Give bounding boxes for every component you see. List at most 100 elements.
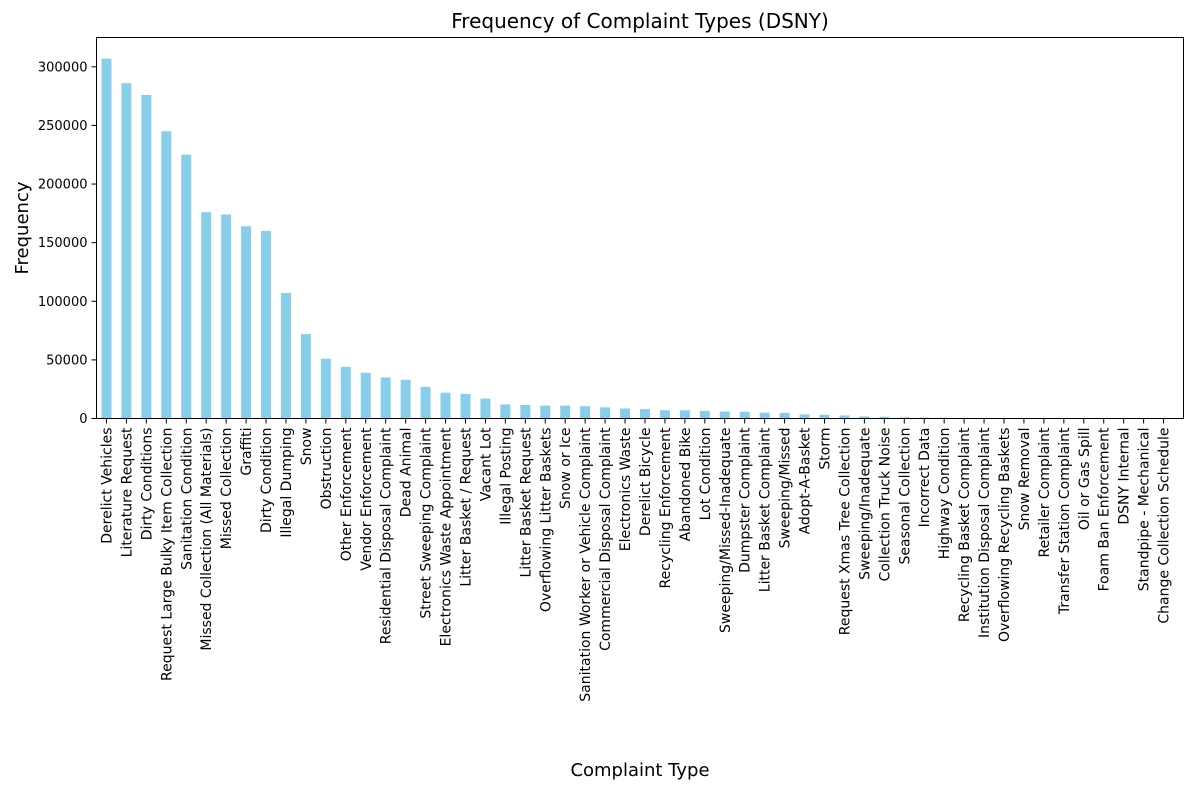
x-tick-label: Litter Basket Request bbox=[518, 427, 534, 578]
bar bbox=[580, 406, 591, 419]
bar bbox=[879, 416, 890, 419]
bar bbox=[859, 416, 870, 419]
y-tick-label: 50000 bbox=[46, 353, 87, 368]
x-tick-label: Electronics Waste bbox=[618, 428, 634, 552]
bar bbox=[380, 377, 391, 419]
x-tick-label: Sanitation Condition bbox=[179, 428, 195, 570]
bar bbox=[241, 226, 252, 419]
x-axis-label: Complaint Type bbox=[570, 760, 709, 781]
x-tick-label: Dumpster Complaint bbox=[738, 427, 754, 573]
x-tick-label: Overflowing Litter Baskets bbox=[538, 428, 554, 613]
x-tick-label: Other Enforcement bbox=[339, 427, 355, 561]
x-tick-label: Dirty Conditions bbox=[139, 428, 155, 541]
y-axis-ticks: 0 50000 100000 150000 200000 250000 300000 bbox=[38, 60, 97, 427]
x-tick-label: Litter Basket Complaint bbox=[758, 427, 774, 592]
x-tick-label: Highway Condition bbox=[937, 428, 953, 560]
bar bbox=[540, 405, 551, 419]
bar bbox=[440, 392, 451, 419]
bar bbox=[221, 214, 232, 419]
x-tick-label: Retailer Complaint bbox=[1037, 427, 1053, 557]
bar bbox=[141, 94, 152, 419]
x-tick-label: Litter Basket / Request bbox=[458, 427, 474, 587]
x-tick-label: Abandoned Bike bbox=[678, 428, 694, 542]
bar bbox=[400, 379, 411, 419]
x-tick-label: Recycling Basket Complaint bbox=[957, 427, 973, 622]
bar bbox=[679, 410, 690, 419]
x-tick-label: Standpipe - Mechanical bbox=[1137, 428, 1153, 592]
x-tick-label: Missed Collection bbox=[219, 428, 235, 550]
bar bbox=[261, 230, 272, 419]
x-tick-label: Dirty Condition bbox=[259, 428, 275, 533]
bar bbox=[181, 154, 192, 419]
bar bbox=[121, 83, 132, 419]
bar bbox=[320, 358, 331, 419]
y-tick-label: 250000 bbox=[38, 119, 88, 134]
bars bbox=[101, 58, 1169, 419]
y-tick-label: 100000 bbox=[38, 295, 88, 310]
x-tick-label: Literature Request bbox=[119, 427, 135, 557]
x-tick-label: Institution Disposal Complaint bbox=[977, 427, 993, 638]
bar bbox=[340, 366, 351, 419]
x-tick-label: Request Large Bulky Item Collection bbox=[159, 428, 175, 681]
y-tick-label: 150000 bbox=[38, 236, 88, 251]
bar bbox=[460, 393, 471, 419]
x-tick-label: Collection Truck Noise bbox=[877, 428, 893, 582]
x-tick-label: Electronics Waste Appointment bbox=[439, 427, 455, 646]
bar bbox=[779, 412, 790, 419]
bar bbox=[201, 212, 212, 419]
x-tick-label: Sweeping/Inadequate bbox=[857, 428, 873, 580]
bar bbox=[520, 405, 531, 419]
x-axis-ticks: Derelict Vehicles Literature Request Dirty… bbox=[99, 418, 1173, 702]
y-tick-label: 0 bbox=[79, 412, 87, 427]
x-tick-label: Derelict Bicycle bbox=[638, 428, 654, 537]
x-tick-label: Transfer Station Complaint bbox=[1057, 427, 1073, 615]
y-tick-label: 200000 bbox=[38, 178, 88, 193]
x-tick-label: Adopt-A-Basket bbox=[798, 427, 814, 534]
x-tick-label: Street Sweeping Complaint bbox=[419, 427, 435, 619]
bar bbox=[300, 334, 311, 419]
x-tick-label: Snow bbox=[299, 428, 315, 466]
bar bbox=[600, 407, 611, 419]
bar bbox=[819, 414, 830, 419]
x-tick-label: Obstruction bbox=[319, 428, 335, 510]
x-tick-label: Storm bbox=[817, 428, 833, 470]
x-tick-label: Oil or Gas Spill bbox=[1077, 428, 1093, 531]
x-tick-label: Seasonal Collection bbox=[897, 428, 913, 565]
bar bbox=[839, 415, 850, 419]
x-tick-label: Foam Ban Enforcement bbox=[1097, 427, 1113, 591]
bar bbox=[360, 372, 371, 419]
bar bbox=[799, 414, 810, 419]
x-tick-label: Missed Collection (All Materials) bbox=[199, 428, 215, 651]
bar bbox=[899, 417, 910, 419]
x-tick-label: Dead Animal bbox=[399, 428, 415, 518]
x-tick-label: Recycling Enforcement bbox=[658, 427, 674, 588]
y-tick-label: 300000 bbox=[38, 60, 88, 75]
bar bbox=[659, 410, 670, 419]
bar bbox=[699, 410, 710, 419]
x-tick-label: Vacant Lot bbox=[478, 427, 494, 501]
bar bbox=[759, 412, 770, 419]
x-tick-label: Overflowing Recycling Baskets bbox=[997, 428, 1013, 642]
bar bbox=[480, 398, 491, 419]
x-tick-label: Sweeping/Missed bbox=[778, 428, 794, 549]
bar bbox=[101, 58, 112, 419]
bar bbox=[500, 404, 511, 419]
bar bbox=[640, 409, 650, 419]
plot-frame bbox=[96, 37, 1184, 419]
x-tick-label: Graffiti bbox=[239, 428, 255, 476]
bar bbox=[560, 405, 571, 419]
bar bbox=[420, 386, 431, 419]
x-tick-label: Sweeping/Missed-Inadequate bbox=[718, 428, 734, 633]
x-tick-label: Illegal Posting bbox=[498, 428, 514, 525]
x-tick-label: Commercial Disposal Complaint bbox=[598, 427, 614, 651]
x-tick-label: Derelict Vehicles bbox=[99, 428, 115, 544]
chart-title: Frequency of Complaint Types (DSNY) bbox=[451, 9, 829, 33]
bar bbox=[620, 408, 631, 419]
x-tick-label: Request Xmas Tree Collection bbox=[837, 428, 853, 636]
y-axis-label: Frequency bbox=[12, 181, 33, 274]
x-tick-label: DSNY Internal bbox=[1117, 428, 1133, 525]
x-tick-label: Snow or Ice bbox=[558, 428, 574, 509]
bar bbox=[719, 411, 730, 419]
x-tick-label: Residential Disposal Complaint bbox=[379, 427, 395, 644]
